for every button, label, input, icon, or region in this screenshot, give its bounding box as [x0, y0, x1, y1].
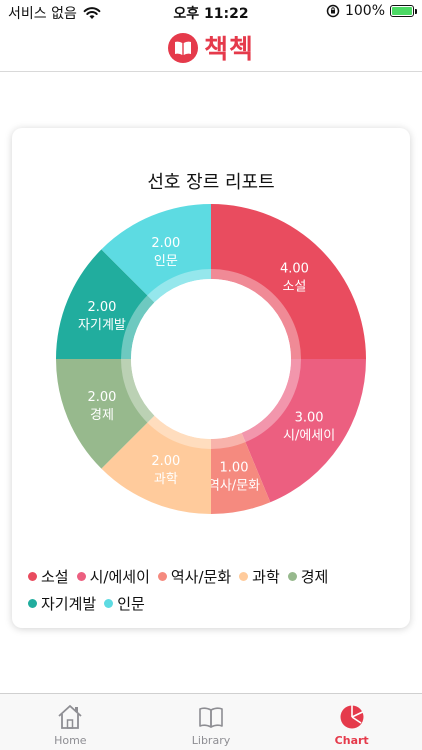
status-right: 100%: [326, 3, 417, 19]
legend-dot: [28, 599, 37, 608]
tab-chart-label: Chart: [334, 734, 369, 747]
app-header: 책첵: [0, 24, 422, 72]
legend-label: 시/에세이: [89, 568, 150, 586]
donut-slice-0: [211, 204, 366, 359]
card-title: 선호 장르 리포트: [147, 172, 275, 193]
pie-chart-icon: [340, 705, 364, 729]
donut-slice-6: [101, 204, 211, 303]
tab-bar: Home Library Chart: [0, 693, 422, 750]
legend-dot: [76, 572, 86, 581]
legend-dot: [157, 572, 167, 581]
status-bar: 서비스 없음 오후 11:22 100%: [0, 0, 422, 24]
slice-category-label: 경제: [90, 408, 114, 423]
tab-library[interactable]: Library: [141, 694, 282, 750]
genre-report-card: 선호 장르 리포트 4.00 소설 3.00 시/에세이 1.00 역사/문화 2.00 과학…: [12, 128, 410, 628]
legend-label: 역사/문화: [170, 568, 232, 586]
slice-category-label: 과학: [154, 472, 178, 487]
wifi-icon: [83, 7, 101, 19]
home-icon: [58, 705, 82, 729]
status-time: 오후 11:22: [173, 6, 249, 22]
legend-item: 역사/문화: [157, 566, 232, 587]
legend-item: 과학: [239, 566, 280, 587]
donut-slice-5: [56, 249, 155, 359]
battery-icon: [390, 5, 417, 17]
slice-value-label: 4.00: [280, 262, 309, 277]
tab-chart[interactable]: Chart: [281, 694, 422, 750]
slice-value-label: 2.00: [88, 390, 117, 405]
donut-slice-2: [211, 432, 271, 514]
slice-category-label: 자기계발: [78, 318, 126, 333]
legend-label: 과학: [252, 568, 280, 586]
book-logo-icon: [168, 32, 199, 63]
tab-home-label: Home: [54, 734, 87, 747]
donut-hole: [131, 279, 291, 439]
slice-category-label: 소설: [282, 280, 306, 295]
donut-slice-4: [55, 359, 155, 469]
donut-slice-3: [101, 415, 211, 514]
slice-value-label: 3.00: [295, 411, 324, 426]
genre-donut-chart: 4.00 소설 3.00 시/에세이 1.00 역사/문화 2.00 과학 2.00 경제 2.00…: [55, 204, 366, 514]
battery-percent: 100%: [344, 3, 385, 19]
donut-slice-1: [241, 359, 366, 503]
legend-item: 경제: [287, 566, 329, 587]
status-left: 서비스 없음: [8, 3, 101, 23]
slice-value-label: 1.00: [220, 461, 249, 476]
tab-library-label: Library: [191, 734, 231, 747]
slice-value-label: 2.00: [151, 454, 180, 469]
legend-dot: [28, 572, 37, 581]
legend-item: 소설: [28, 566, 69, 587]
legend-item: 시/에세이: [76, 566, 150, 587]
carrier-text: 서비스 없음: [8, 6, 77, 22]
legend-label: 인문: [117, 595, 145, 613]
rotation-lock-icon: [326, 4, 340, 18]
legend-label: 자기계발: [41, 595, 97, 613]
legend-item: 자기계발: [28, 593, 96, 614]
legend-item: 인문: [104, 593, 145, 614]
slice-category-label: 시/에세이: [283, 429, 335, 444]
legend-label: 소설: [41, 568, 69, 586]
legend-dot: [104, 599, 114, 608]
slice-value-label: 2.00: [151, 236, 180, 251]
legend-dot: [287, 572, 297, 581]
slice-category-label: 인문: [154, 254, 178, 269]
legend-label: 경제: [300, 568, 329, 586]
app-title: 책첵: [204, 35, 254, 65]
slice-value-label: 2.00: [88, 300, 117, 315]
book-icon: [199, 707, 223, 728]
slice-category-label: 역사/문화: [208, 479, 260, 494]
legend-dot: [239, 572, 249, 581]
tab-home[interactable]: Home: [0, 694, 141, 750]
